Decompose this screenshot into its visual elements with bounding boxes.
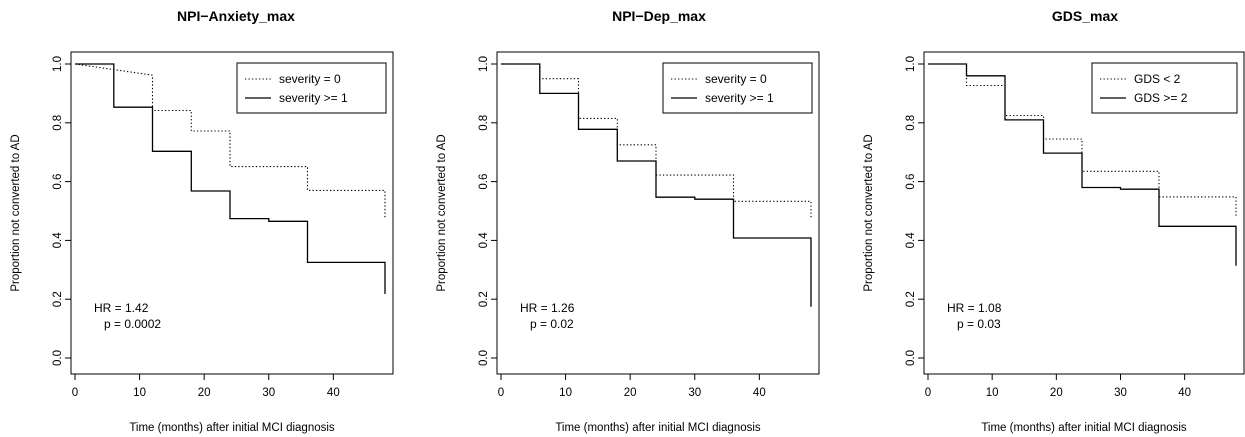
series-line-comparison bbox=[501, 63, 812, 307]
x-tick-label: 30 bbox=[688, 387, 701, 399]
x-tick-label: 40 bbox=[753, 387, 766, 399]
legend-entry: severity = 0 bbox=[705, 72, 767, 86]
x-tick-label: 30 bbox=[1114, 387, 1127, 399]
y-tick-label: 0.6 bbox=[478, 174, 490, 190]
plot-frame bbox=[496, 51, 820, 375]
x-axis-label: Time (months) after initial MCI diagnosi… bbox=[981, 422, 1187, 434]
x-tick-label: 10 bbox=[559, 387, 572, 399]
y-axis-label: Proportion not converted to AD bbox=[863, 134, 875, 291]
legend: severity = 0 severity >= 1 bbox=[236, 62, 387, 114]
series-line-comparison bbox=[928, 63, 1237, 266]
chart-panel: NPI−Dep_max 0.0 0.2 0.4 0.6 0.8 1.0 0 10 20 30 40 Ti… bbox=[436, 8, 820, 434]
chart-panel: NPI−Anxiety_max 0.0 0.2 0.4 0.6 0.8 1.0 0 10 20 30… bbox=[10, 8, 394, 434]
y-tick-label: 1.0 bbox=[52, 56, 64, 72]
x-tick-label: 0 bbox=[72, 387, 78, 399]
chart-title: GDS_max bbox=[1052, 8, 1118, 24]
x-tick-label: 20 bbox=[198, 387, 211, 399]
series-line-comparison bbox=[75, 63, 386, 294]
y-tick-label: 0.8 bbox=[478, 115, 490, 131]
y-axis-label: Proportion not converted to AD bbox=[10, 134, 22, 291]
hazard-ratio-label: HR = 1.08 bbox=[947, 301, 1002, 315]
chart-panel: GDS_max 0.0 0.2 0.4 0.6 0.8 1.0 0 10 20 30 40 Time (… bbox=[863, 8, 1245, 434]
chart-title: NPI−Anxiety_max bbox=[177, 8, 295, 24]
x-tick-label: 40 bbox=[327, 387, 340, 399]
y-tick-label: 1.0 bbox=[478, 56, 490, 72]
y-tick-label: 0.4 bbox=[905, 232, 917, 249]
y-axis-label: Proportion not converted to AD bbox=[436, 134, 448, 291]
legend-box bbox=[236, 62, 387, 114]
legend: severity = 0 severity >= 1 bbox=[662, 62, 813, 114]
x-tick-label: 0 bbox=[925, 387, 931, 399]
x-tick-label: 10 bbox=[133, 387, 146, 399]
hazard-ratio-label: HR = 1.42 bbox=[94, 301, 149, 315]
legend-box bbox=[1091, 62, 1238, 114]
y-tick-label: 0.0 bbox=[478, 350, 490, 366]
y-tick-label: 0.6 bbox=[905, 174, 917, 190]
y-tick-label: 0.0 bbox=[905, 350, 917, 366]
chart-title: NPI−Dep_max bbox=[612, 8, 706, 24]
p-value-label: p = 0.03 bbox=[957, 317, 1001, 331]
x-tick-label: 40 bbox=[1178, 387, 1191, 399]
y-tick-label: 0.2 bbox=[905, 291, 917, 307]
y-tick-label: 0.8 bbox=[52, 115, 64, 131]
legend-entry: GDS < 2 bbox=[1134, 72, 1181, 86]
legend-entry: severity >= 1 bbox=[705, 91, 774, 105]
series-line-reference bbox=[928, 63, 1237, 217]
y-tick-label: 1.0 bbox=[905, 56, 917, 72]
legend-entry: GDS >= 2 bbox=[1134, 91, 1188, 105]
hazard-ratio-label: HR = 1.26 bbox=[520, 301, 575, 315]
y-tick-label: 0.0 bbox=[52, 350, 64, 366]
plot-frame bbox=[70, 51, 394, 375]
x-tick-label: 10 bbox=[986, 387, 999, 399]
y-tick-label: 0.8 bbox=[905, 115, 917, 131]
plot-frame bbox=[923, 51, 1245, 375]
legend-entry: severity >= 1 bbox=[279, 91, 348, 105]
y-tick-label: 0.4 bbox=[52, 232, 64, 249]
p-value-label: p = 0.0002 bbox=[104, 317, 161, 331]
x-axis-label: Time (months) after initial MCI diagnosi… bbox=[129, 422, 335, 434]
series-line-reference bbox=[74, 63, 386, 219]
x-tick-label: 20 bbox=[1050, 387, 1063, 399]
x-tick-label: 30 bbox=[262, 387, 275, 399]
x-tick-label: 20 bbox=[624, 387, 637, 399]
legend-entry: severity = 0 bbox=[279, 72, 341, 86]
y-tick-label: 0.6 bbox=[52, 174, 64, 190]
legend-box bbox=[662, 62, 813, 114]
y-tick-label: 0.2 bbox=[478, 291, 490, 307]
x-axis-label: Time (months) after initial MCI diagnosi… bbox=[555, 422, 761, 434]
y-tick-label: 0.2 bbox=[52, 291, 64, 307]
y-tick-label: 0.4 bbox=[478, 232, 490, 249]
x-tick-label: 0 bbox=[498, 387, 504, 399]
p-value-label: p = 0.02 bbox=[530, 317, 574, 331]
legend: GDS < 2 GDS >= 2 bbox=[1091, 62, 1238, 114]
